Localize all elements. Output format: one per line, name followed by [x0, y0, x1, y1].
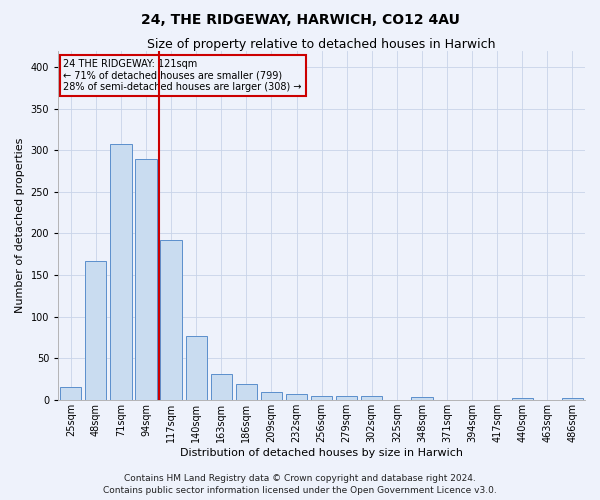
Bar	[286, 394, 307, 400]
Y-axis label: Number of detached properties: Number of detached properties	[15, 138, 25, 313]
Bar	[136, 158, 157, 400]
Bar	[261, 392, 282, 400]
Title: Size of property relative to detached houses in Harwich: Size of property relative to detached ho…	[148, 38, 496, 51]
Bar	[110, 144, 131, 400]
Bar	[562, 398, 583, 400]
Text: Contains HM Land Registry data © Crown copyright and database right 2024.
Contai: Contains HM Land Registry data © Crown c…	[103, 474, 497, 495]
Bar	[160, 240, 182, 400]
Bar	[512, 398, 533, 400]
Bar	[185, 336, 207, 400]
Bar	[211, 374, 232, 400]
Text: 24, THE RIDGEWAY, HARWICH, CO12 4AU: 24, THE RIDGEWAY, HARWICH, CO12 4AU	[140, 12, 460, 26]
Text: 24 THE RIDGEWAY: 121sqm
← 71% of detached houses are smaller (799)
28% of semi-d: 24 THE RIDGEWAY: 121sqm ← 71% of detache…	[64, 59, 302, 92]
Bar	[361, 396, 382, 400]
Bar	[60, 388, 82, 400]
X-axis label: Distribution of detached houses by size in Harwich: Distribution of detached houses by size …	[180, 448, 463, 458]
Bar	[236, 384, 257, 400]
Bar	[411, 398, 433, 400]
Bar	[311, 396, 332, 400]
Bar	[85, 261, 106, 400]
Bar	[336, 396, 358, 400]
